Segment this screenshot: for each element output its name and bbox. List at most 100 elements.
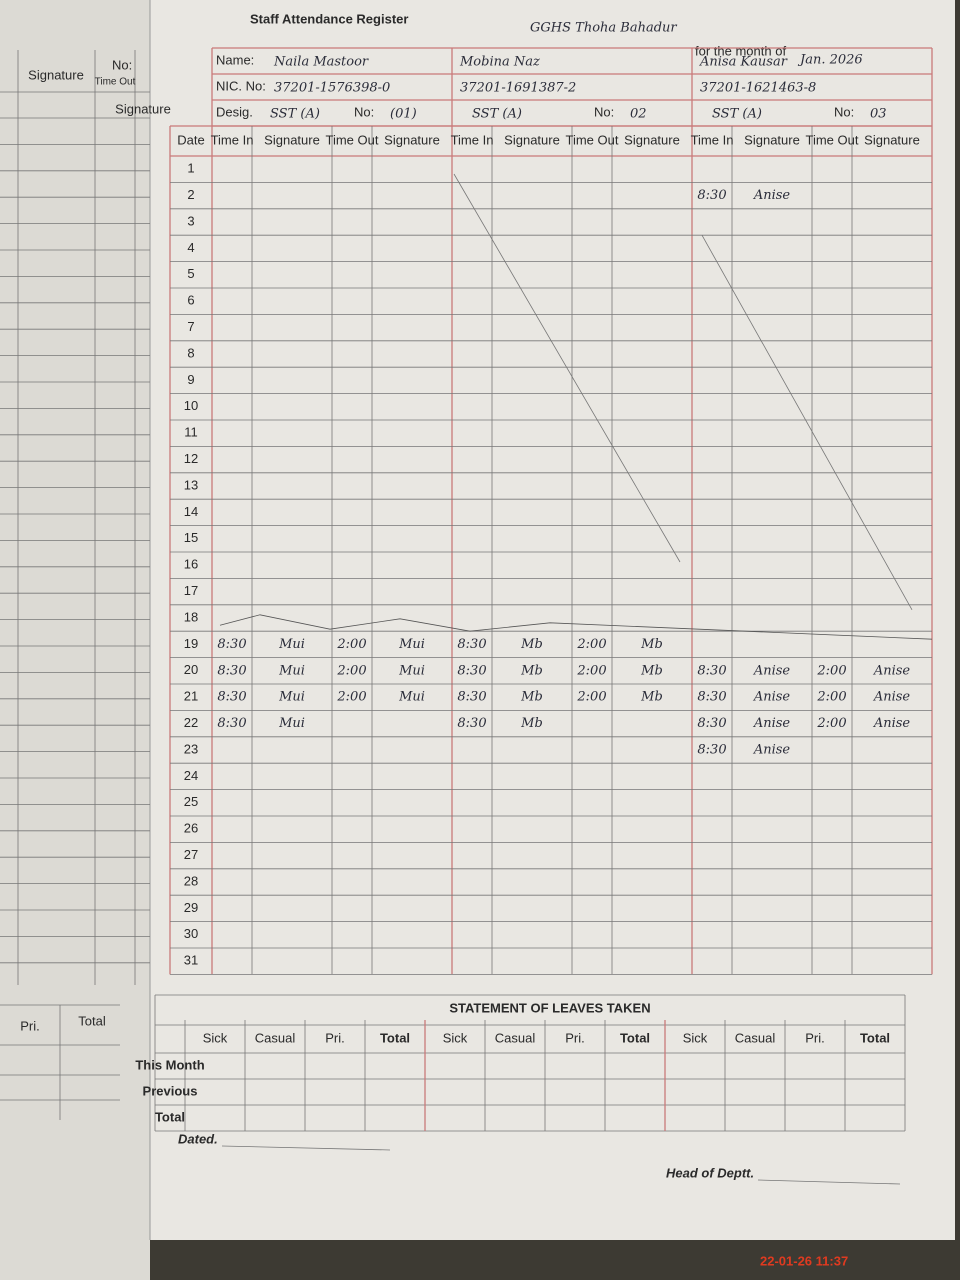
signature: Anise bbox=[753, 743, 791, 758]
head-line bbox=[757, 1179, 901, 1185]
column-header: Time Out bbox=[806, 132, 859, 147]
time: 8:30 bbox=[457, 690, 486, 705]
leave-column: Casual bbox=[735, 1030, 776, 1045]
time: 8:30 bbox=[697, 743, 726, 758]
date: 3 bbox=[187, 213, 194, 228]
column-header: Signature bbox=[264, 132, 320, 147]
date: 30 bbox=[184, 926, 198, 941]
date: 16 bbox=[184, 557, 198, 572]
signature: Anise bbox=[753, 716, 791, 731]
leave-column: Sick bbox=[203, 1030, 228, 1045]
date: 8 bbox=[187, 345, 194, 360]
time: 2:00 bbox=[336, 637, 366, 652]
signature: Mb bbox=[640, 637, 663, 652]
left-header: Signature bbox=[28, 67, 84, 82]
school: GGHS Thoha Bahadur bbox=[530, 21, 677, 36]
leave-column: Total bbox=[860, 1030, 890, 1045]
leave-column: Pri. bbox=[805, 1030, 825, 1045]
signature: Anise bbox=[753, 188, 791, 203]
signature: Mb bbox=[520, 716, 543, 731]
zigzag bbox=[219, 614, 933, 640]
time: 8:30 bbox=[697, 690, 726, 705]
time: 8:30 bbox=[217, 690, 246, 705]
signature: Mb bbox=[640, 663, 663, 678]
time: 8:30 bbox=[457, 637, 486, 652]
date: 9 bbox=[187, 372, 194, 387]
staff-name: Naila Mastoor bbox=[273, 55, 369, 70]
dated-line bbox=[221, 1145, 391, 1151]
time: 2:00 bbox=[816, 663, 846, 678]
column-header: Signature bbox=[744, 132, 800, 147]
column-header: Signature bbox=[864, 132, 920, 147]
date: 14 bbox=[184, 504, 198, 519]
date: 11 bbox=[184, 425, 198, 440]
staff-desig: SST (A) bbox=[712, 107, 762, 122]
staff-nic: 37201-1691387-2 bbox=[460, 81, 576, 96]
date: 26 bbox=[184, 821, 198, 836]
rule bbox=[701, 235, 913, 610]
date: 17 bbox=[184, 583, 198, 598]
signature: Mui bbox=[278, 690, 305, 705]
month: Jan. 2026 bbox=[797, 53, 863, 68]
column-header: Signature bbox=[624, 132, 680, 147]
signature: Mui bbox=[278, 637, 305, 652]
time: 2:00 bbox=[576, 663, 606, 678]
leave-column: Pri. bbox=[325, 1030, 345, 1045]
signature: Anise bbox=[873, 690, 911, 705]
title: Staff Attendance Register bbox=[250, 11, 408, 26]
name-label: Name: bbox=[216, 52, 254, 67]
date: 15 bbox=[184, 530, 198, 545]
leave-row: Total bbox=[155, 1109, 185, 1124]
date: 10 bbox=[184, 398, 198, 413]
signature: Mb bbox=[520, 690, 543, 705]
column-header: Time In bbox=[691, 132, 734, 147]
signature: Anise bbox=[873, 663, 911, 678]
time: 8:30 bbox=[457, 663, 486, 678]
signature: Mui bbox=[398, 690, 425, 705]
date: 13 bbox=[184, 477, 198, 492]
date: 19 bbox=[184, 636, 198, 651]
staff-nic: 37201-1576398-0 bbox=[274, 81, 390, 96]
date: 22 bbox=[184, 715, 198, 730]
time: 8:30 bbox=[217, 637, 246, 652]
left-leave-header: Total bbox=[78, 1013, 106, 1028]
leave-column: Sick bbox=[683, 1030, 708, 1045]
date: 27 bbox=[184, 847, 198, 862]
signature: Anise bbox=[873, 716, 911, 731]
signature: Mb bbox=[640, 690, 663, 705]
signature: Anise bbox=[753, 663, 791, 678]
column-header: Time In bbox=[211, 132, 254, 147]
date: 4 bbox=[187, 240, 194, 255]
time: 2:00 bbox=[576, 637, 606, 652]
date: 23 bbox=[184, 741, 198, 756]
staff-desig: SST (A) bbox=[270, 107, 320, 122]
staff-name: Anisa Kausar bbox=[699, 55, 788, 70]
signature: Mui bbox=[278, 716, 305, 731]
time: 8:30 bbox=[217, 663, 246, 678]
staff-no: 02 bbox=[630, 107, 647, 122]
date: 5 bbox=[187, 266, 194, 281]
time: 2:00 bbox=[336, 690, 366, 705]
signature: Mb bbox=[520, 637, 543, 652]
date: 2 bbox=[187, 187, 194, 202]
left-header: No: bbox=[112, 57, 132, 72]
left-page bbox=[0, 0, 150, 1280]
leave-column: Casual bbox=[255, 1030, 296, 1045]
signature: Mui bbox=[278, 663, 305, 678]
time: 8:30 bbox=[697, 716, 726, 731]
month-label: for the month of bbox=[695, 43, 786, 58]
column-header: Time Out bbox=[326, 132, 379, 147]
date: 20 bbox=[184, 662, 198, 677]
staff-desig: SST (A) bbox=[472, 107, 522, 122]
time: 8:30 bbox=[697, 188, 726, 203]
column-header: Signature bbox=[504, 132, 560, 147]
signature: Anise bbox=[753, 690, 791, 705]
time: 2:00 bbox=[816, 716, 846, 731]
date: 31 bbox=[184, 953, 198, 968]
leave-row: Previous bbox=[143, 1083, 198, 1098]
time: 2:00 bbox=[816, 690, 846, 705]
staff-nic: 37201-1621463-8 bbox=[700, 81, 816, 96]
date: 24 bbox=[184, 768, 198, 783]
column-header: Signature bbox=[384, 132, 440, 147]
rule bbox=[453, 173, 681, 563]
